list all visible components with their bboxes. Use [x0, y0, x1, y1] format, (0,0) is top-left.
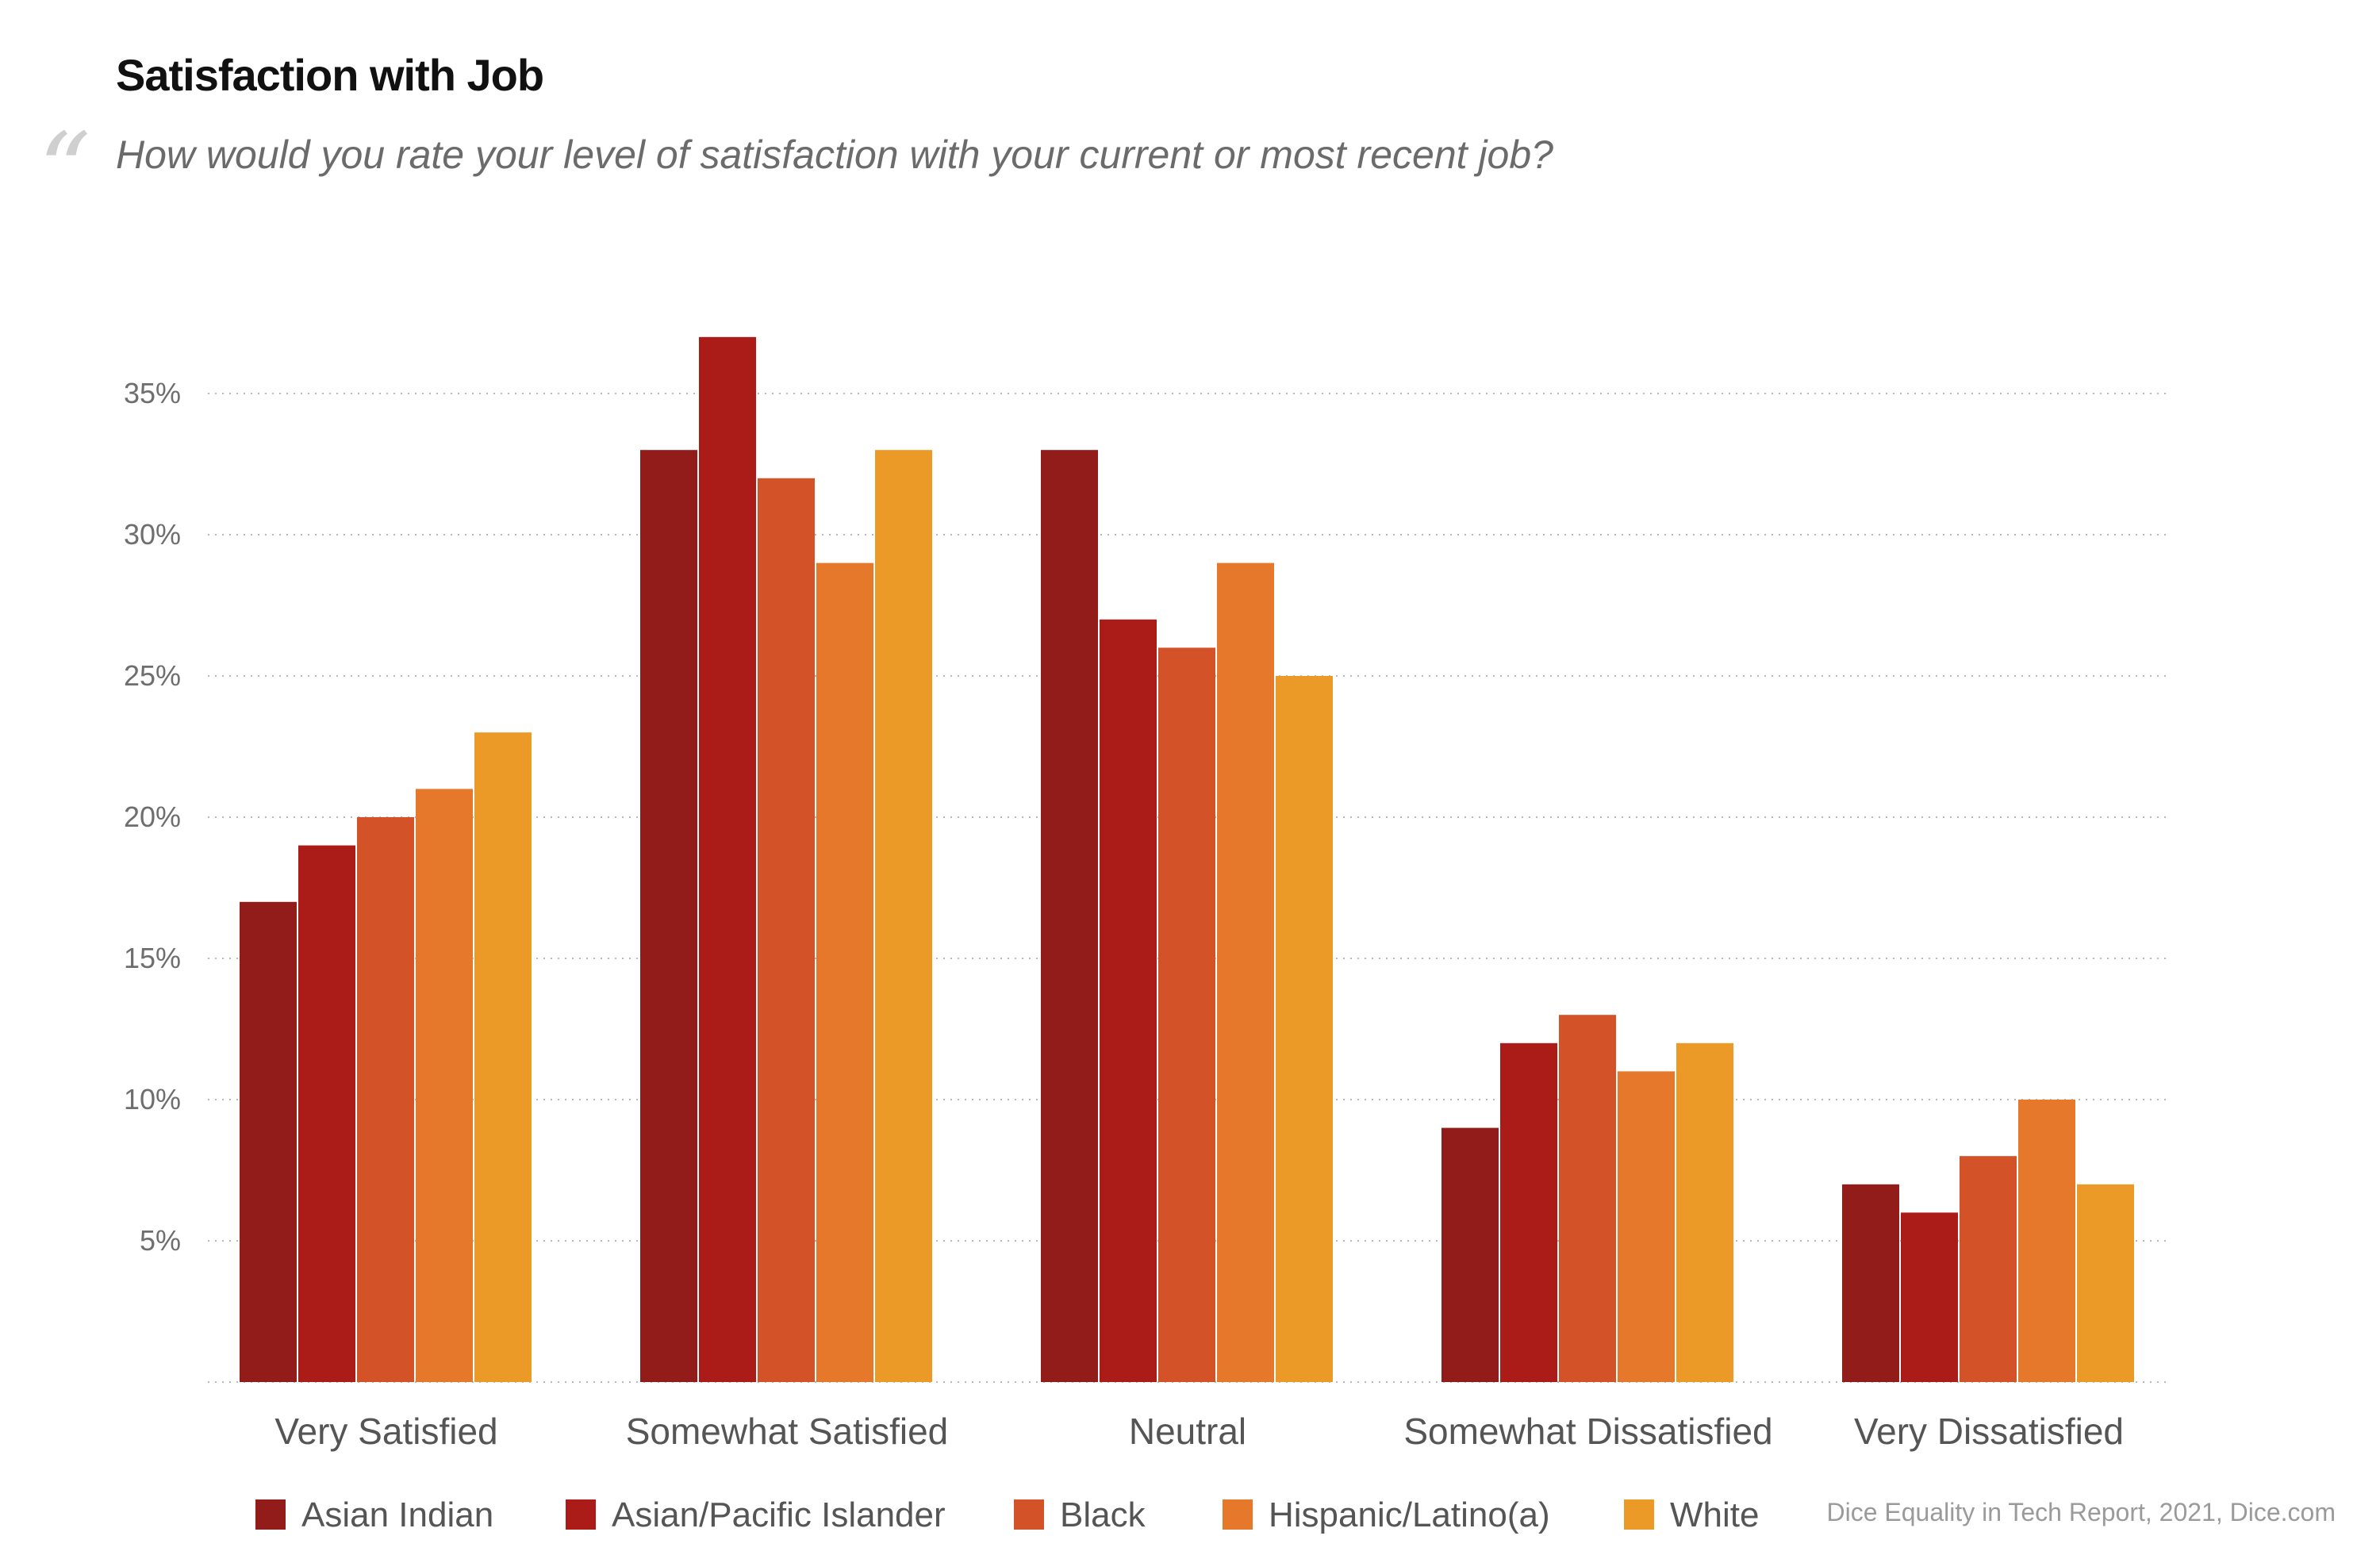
- x-category-label: Neutral: [1129, 1411, 1246, 1452]
- quote-mark-icon: “: [38, 110, 91, 231]
- legend-label: Asian Indian: [301, 1495, 493, 1534]
- legend-swatch: [1223, 1499, 1253, 1530]
- legend-swatch: [1014, 1499, 1044, 1530]
- bar: [416, 789, 473, 1382]
- y-tick-label: 25%: [124, 659, 181, 692]
- bar: [298, 845, 355, 1382]
- bar: [1500, 1042, 1557, 1382]
- bar: [758, 478, 815, 1382]
- bar: [2018, 1100, 2075, 1382]
- legend-label: Black: [1060, 1495, 1146, 1534]
- bar: [357, 817, 414, 1382]
- legend-label: Hispanic/Latino(a): [1269, 1495, 1550, 1534]
- bar: [240, 901, 297, 1382]
- bar: [1276, 676, 1333, 1382]
- legend-swatch: [1624, 1499, 1654, 1530]
- bar: [1618, 1071, 1675, 1382]
- bar: [1441, 1127, 1499, 1382]
- bar: [474, 732, 532, 1382]
- bar: [1559, 1015, 1616, 1382]
- x-category-label: Very Dissatisfied: [1854, 1411, 2124, 1452]
- bar: [699, 336, 756, 1382]
- bar: [1676, 1042, 1733, 1382]
- bar: [1100, 619, 1157, 1382]
- legend-label: Asian/Pacific Islander: [612, 1495, 946, 1534]
- x-category-label: Very Satisfied: [274, 1411, 497, 1452]
- bar: [1158, 647, 1215, 1382]
- bar: [1901, 1212, 1958, 1382]
- y-tick-label: 10%: [124, 1083, 181, 1115]
- y-tick-label: 30%: [124, 518, 181, 551]
- bar: [1842, 1184, 1899, 1382]
- source-note: Dice Equality in Tech Report, 2021, Dice…: [1826, 1498, 2336, 1526]
- x-category-label: Somewhat Dissatisfied: [1403, 1411, 1772, 1452]
- legend-swatch: [566, 1499, 596, 1530]
- bar: [2077, 1184, 2134, 1382]
- y-tick-label: 20%: [124, 801, 181, 833]
- y-tick-label: 15%: [124, 942, 181, 974]
- legend-label: White: [1670, 1495, 1759, 1534]
- legend-swatch: [255, 1499, 286, 1530]
- y-tick-label: 35%: [124, 377, 181, 409]
- chart-title: Satisfaction with Job: [116, 50, 544, 100]
- bar: [1041, 450, 1098, 1383]
- bar: [1960, 1156, 2017, 1382]
- y-tick-label: 5%: [140, 1224, 181, 1257]
- bar: [640, 450, 697, 1383]
- bar: [1217, 562, 1274, 1382]
- x-category-label: Somewhat Satisfied: [626, 1411, 949, 1452]
- bar: [875, 450, 932, 1383]
- chart-subtitle: How would you rate your level of satisfa…: [116, 132, 1553, 177]
- bar: [816, 562, 873, 1382]
